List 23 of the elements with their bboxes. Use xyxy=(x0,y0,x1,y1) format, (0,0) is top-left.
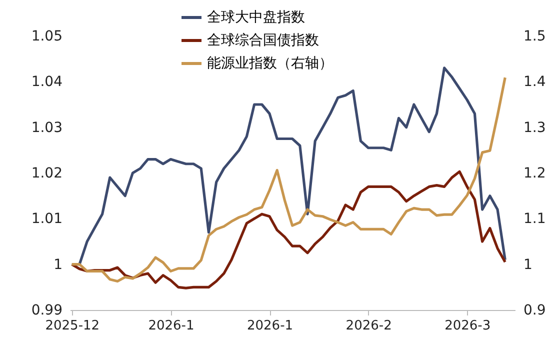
y2-tick-label: 1 xyxy=(524,256,532,273)
legend-label: 全球综合国债指数 xyxy=(207,32,319,48)
x-tick-label: 2025-12 xyxy=(45,318,100,334)
legend-label: 能源业指数（右轴） xyxy=(207,56,333,72)
y-tick-label: 1.04 xyxy=(31,74,63,90)
y-tick-label: 1.02 xyxy=(31,166,62,182)
y2-tick-label: 1.2 xyxy=(524,166,546,182)
legend-label: 全球大中盘指数 xyxy=(207,10,305,26)
y2-tick-label: 1.3 xyxy=(524,120,546,136)
x-tick-label: 2026-3 xyxy=(444,318,491,334)
y-tick-label: 1.05 xyxy=(31,28,62,44)
y2-tick-label: 1.4 xyxy=(524,74,546,90)
x-tick-label: 2026-1 xyxy=(148,318,194,334)
y2-tick-label: 1.1 xyxy=(524,211,546,228)
y-tick-label: 1.01 xyxy=(31,211,62,228)
y-tick-label: 1.03 xyxy=(31,120,62,136)
y2-tick-label: 0.9 xyxy=(524,302,546,318)
y-tick-label: 1 xyxy=(54,256,62,273)
x-tick-label: 2026-1 xyxy=(246,318,294,334)
y-tick-label: 0.99 xyxy=(31,302,62,318)
line-series xyxy=(70,170,506,290)
y2-tick-label: 1.5 xyxy=(524,28,546,44)
x-tick-label: 2026-2 xyxy=(346,318,392,334)
